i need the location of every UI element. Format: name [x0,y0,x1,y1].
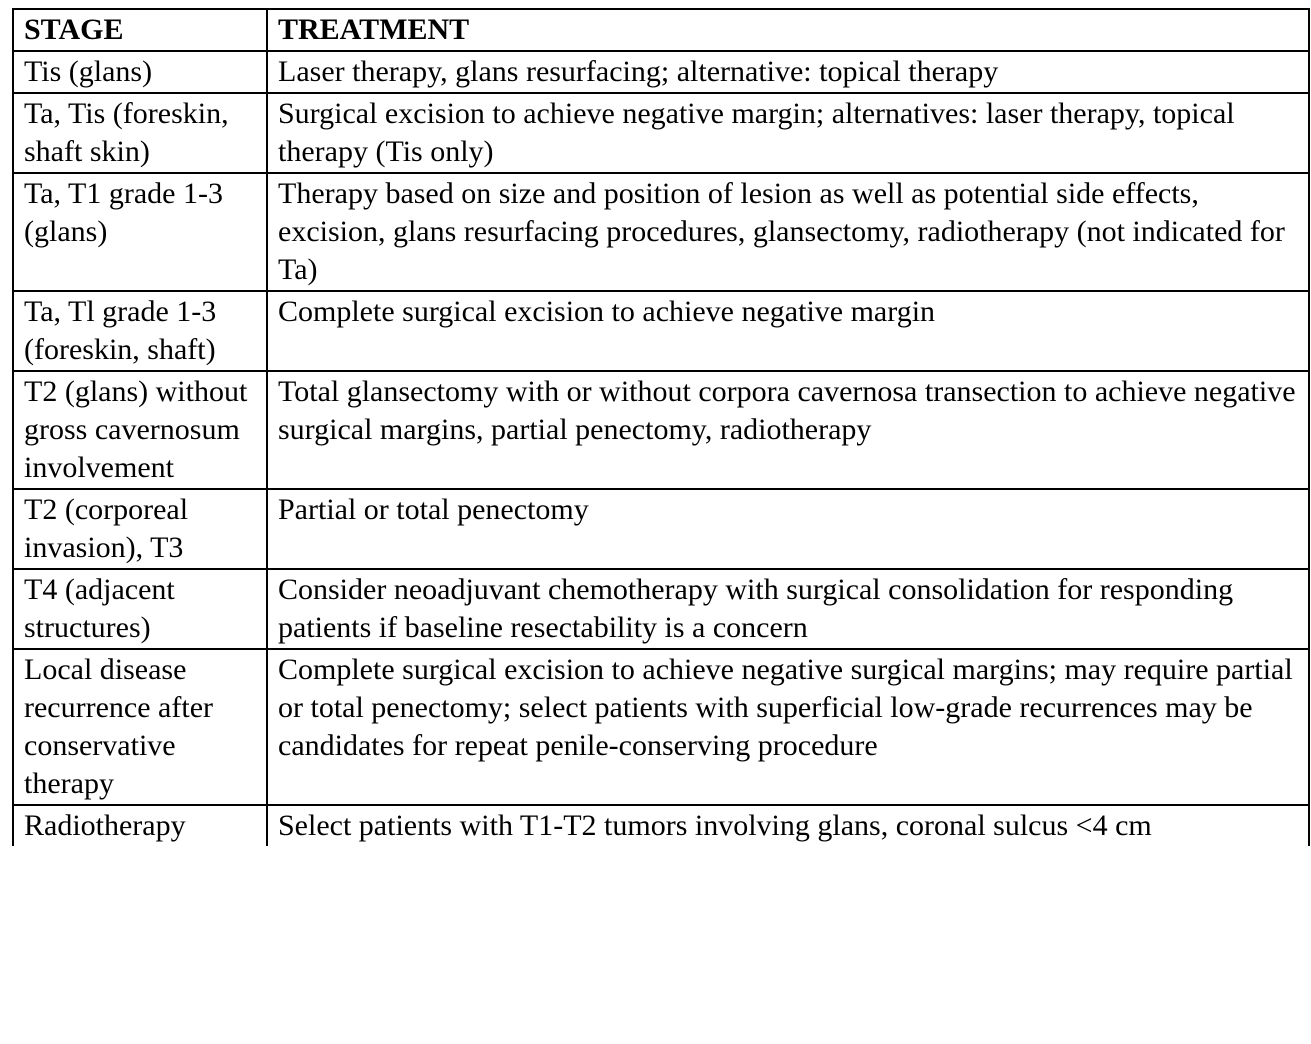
table-row: T4 (adjacent structures) Consider neoadj… [12,568,1310,650]
treatment-cell: Complete surgical excision to achieve ne… [266,290,1310,372]
treatment-cell: Total glansectomy with or without corpor… [266,370,1310,490]
treatment-cell: Complete surgical excision to achieve ne… [266,648,1310,806]
treatment-cell: Therapy based on size and position of le… [266,172,1310,292]
treatment-column-header: TREATMENT [266,8,1310,52]
table-row: Tis (glans) Laser therapy, glans resurfa… [12,50,1310,94]
table-row: Ta, T1 grade 1-3 (glans) Therapy based o… [12,172,1310,292]
stage-cell: T2 (corporeal invasion), T3 [12,488,268,570]
stage-cell: T2 (glans) without gross cavernosum invo… [12,370,268,490]
stage-cell: Ta, T1 grade 1-3 (glans) [12,172,268,292]
table-row: Ta, Tis (foreskin, shaft skin) Surgical … [12,92,1310,174]
stage-treatment-table: STAGE TREATMENT Tis (glans) Laser therap… [12,8,1310,846]
stage-cell: Ta, Tl grade 1-3 (foreskin, shaft) [12,290,268,372]
table-row: T2 (corporeal invasion), T3 Partial or t… [12,488,1310,570]
treatment-cell: Select patients with T1-T2 tumors involv… [266,804,1310,846]
treatment-cell: Partial or total penectomy [266,488,1310,570]
treatment-cell: Laser therapy, glans resurfacing; altern… [266,50,1310,94]
table-header-row: STAGE TREATMENT [12,8,1310,52]
stage-cell: Local disease recurrence after conservat… [12,648,268,806]
table-row: T2 (glans) without gross cavernosum invo… [12,370,1310,490]
stage-cell: Radiotherapy [12,804,268,846]
table-row: Ta, Tl grade 1-3 (foreskin, shaft) Compl… [12,290,1310,372]
stage-cell: T4 (adjacent structures) [12,568,268,650]
stage-column-header: STAGE [12,8,268,52]
table-row: Local disease recurrence after conservat… [12,648,1310,806]
stage-cell: Tis (glans) [12,50,268,94]
table-row: Radiotherapy Select patients with T1-T2 … [12,804,1310,846]
treatment-cell: Consider neoadjuvant chemotherapy with s… [266,568,1310,650]
stage-cell: Ta, Tis (foreskin, shaft skin) [12,92,268,174]
treatment-cell: Surgical excision to achieve negative ma… [266,92,1310,174]
